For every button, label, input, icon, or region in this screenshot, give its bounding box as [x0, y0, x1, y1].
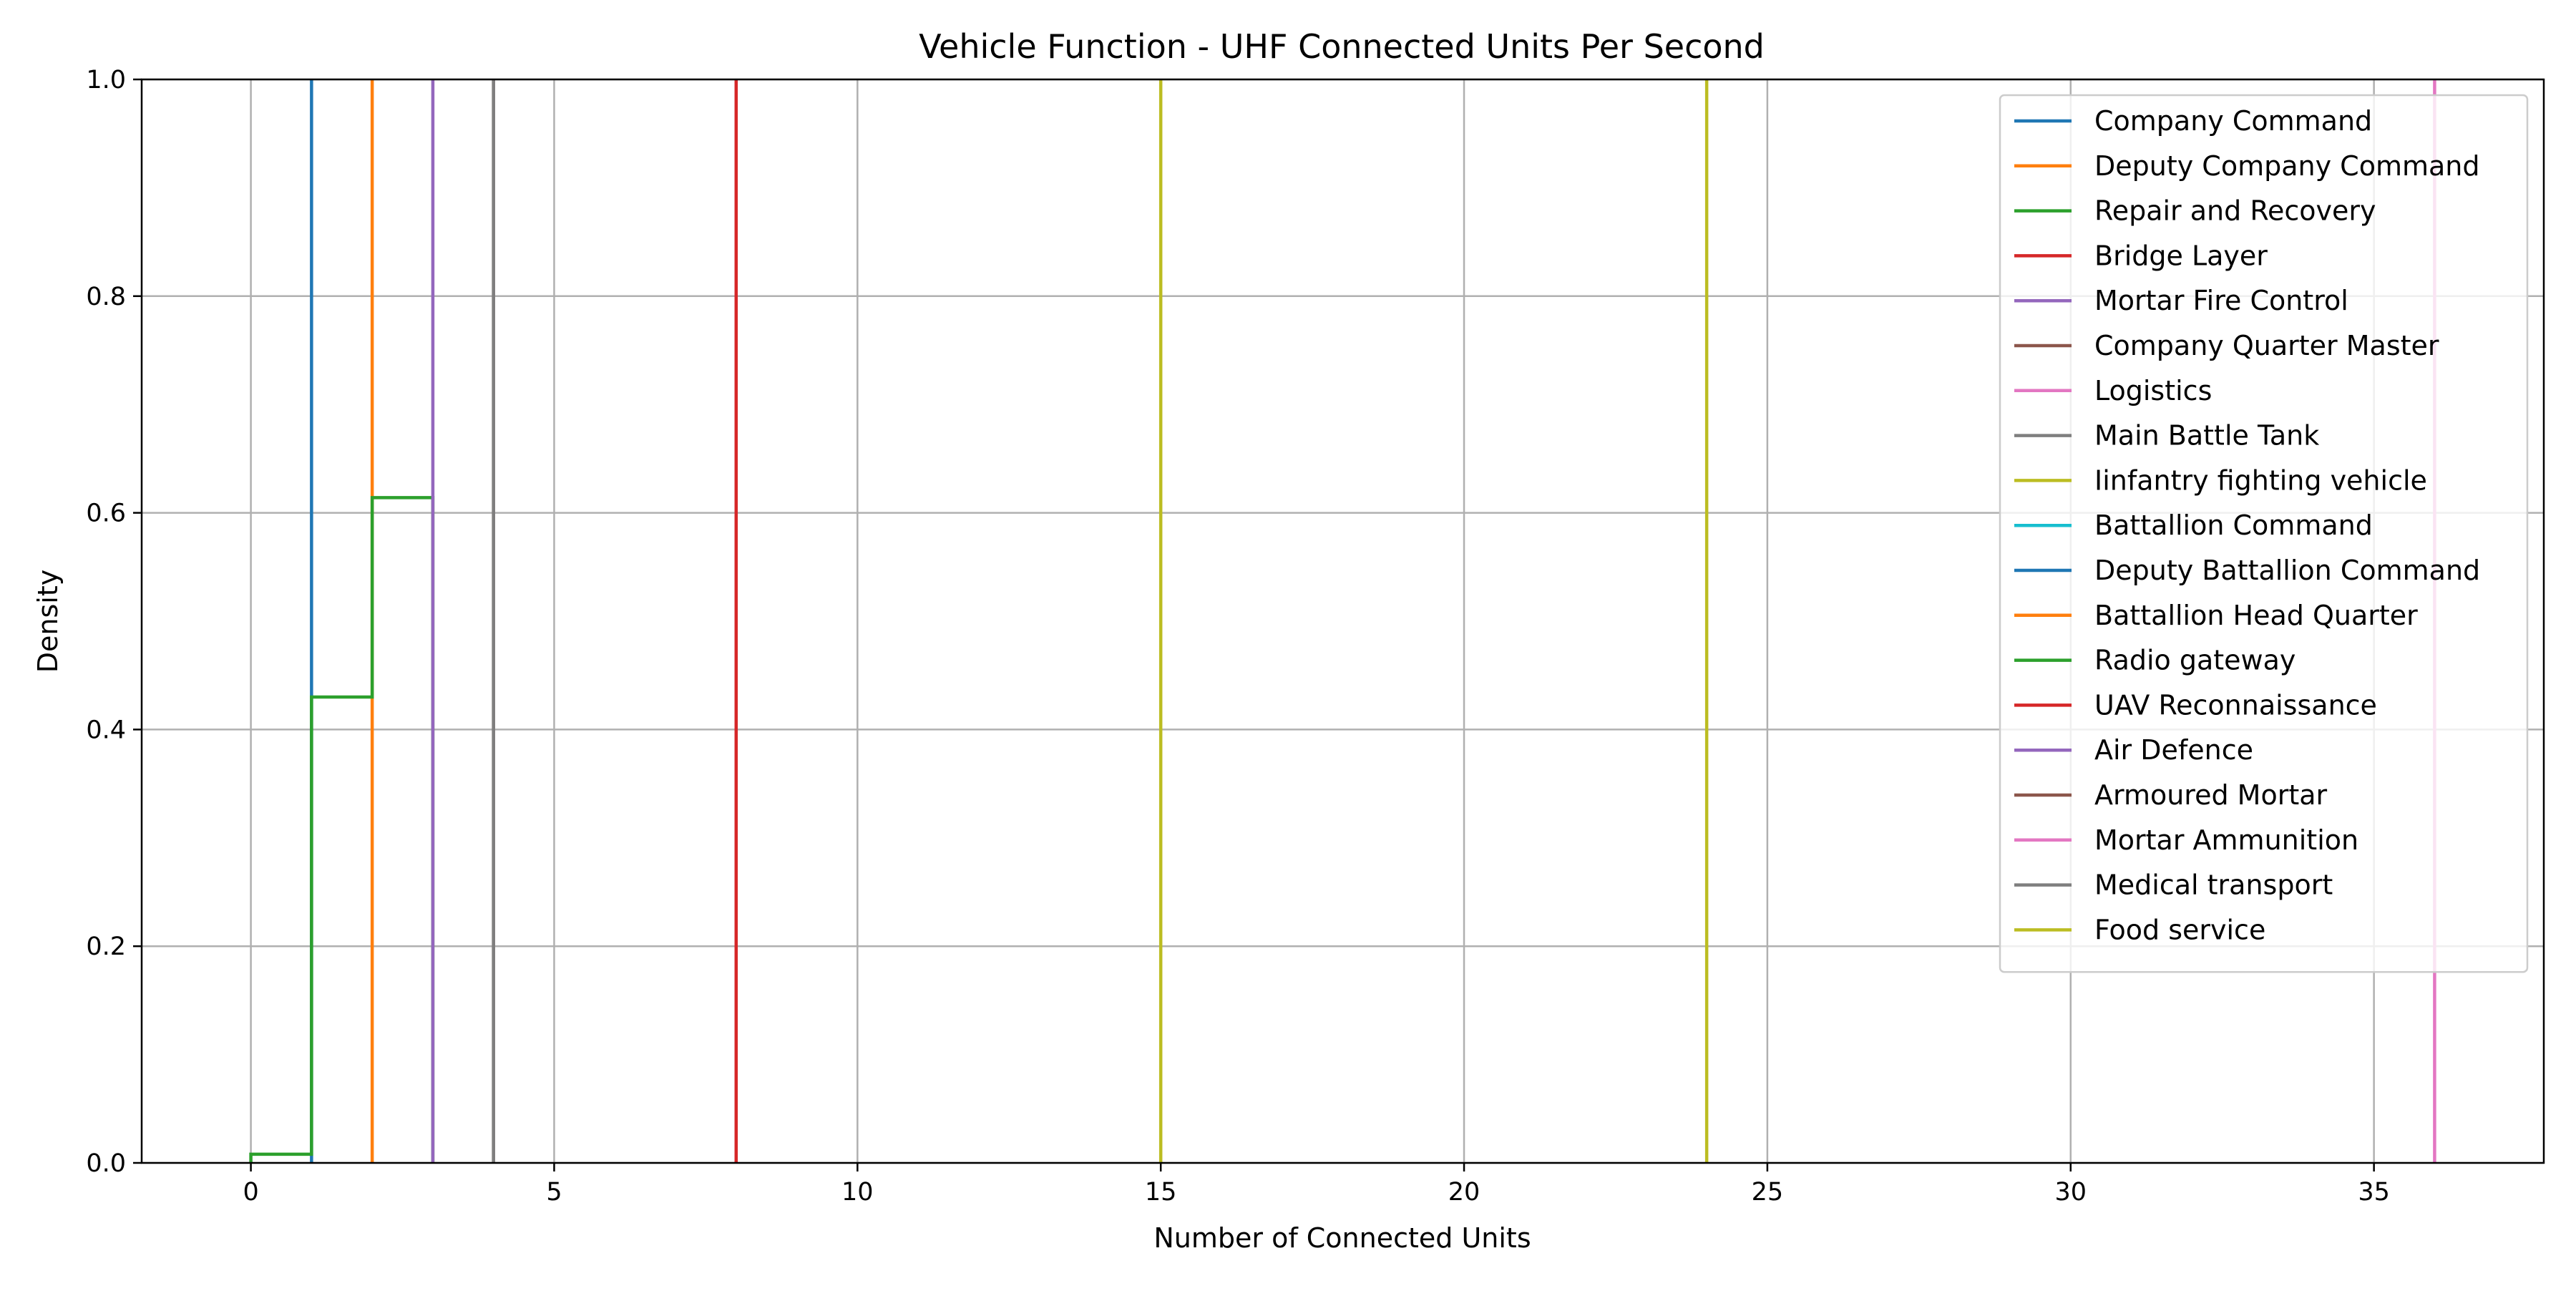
legend-entry-label: Main Battle Tank: [2094, 420, 2319, 452]
legend-entry-label: Radio gateway: [2094, 645, 2296, 676]
x-tick-label: 25: [1752, 1178, 1784, 1207]
legend-entry-label: Repair and Recovery: [2094, 195, 2376, 227]
series-line-repair-and-recovery: [249, 496, 435, 1163]
legend-entry-label: Armoured Mortar: [2094, 779, 2328, 811]
x-tick-label: 5: [546, 1178, 562, 1207]
y-tick-label: 0.0: [86, 1149, 126, 1178]
x-tick-label: 15: [1145, 1178, 1177, 1207]
legend-entry-label: Battallion Head Quarter: [2094, 600, 2418, 631]
legend-entry-label: Bridge Layer: [2094, 240, 2268, 271]
legend-entry-label: Logistics: [2094, 375, 2212, 406]
chart-title: Vehicle Function - UHF Connected Units P…: [919, 27, 1765, 66]
y-tick-label: 0.4: [86, 716, 126, 744]
y-tick-label: 0.8: [86, 283, 126, 311]
legend-entry-label: Company Command: [2094, 105, 2372, 137]
y-tick-label: 0.6: [86, 500, 126, 528]
legend-entry-label: Food service: [2094, 914, 2265, 945]
plot-area-frame: [140, 78, 2545, 1164]
x-tick-label: 30: [2054, 1178, 2087, 1207]
legend-entry-label: Iinfantry fighting vehicle: [2094, 464, 2427, 496]
legend-entry-label: Company Quarter Master: [2094, 330, 2439, 361]
y-tick-label: 1.0: [86, 66, 126, 94]
legend-entry-label: UAV Reconnaissance: [2094, 689, 2377, 721]
y-axis-label: Density: [32, 570, 64, 673]
y-tick-label: 0.2: [86, 932, 126, 961]
legend-entry-label: Mortar Ammunition: [2094, 824, 2358, 856]
legend-entry-label: Air Defence: [2094, 734, 2253, 766]
x-tick-label: 10: [841, 1178, 874, 1207]
legend-entry-label: Medical transport: [2094, 869, 2333, 901]
x-axis-label: Number of Connected Units: [1153, 1222, 1531, 1254]
legend-box: [1999, 94, 2529, 973]
axes: 0 5 10 15 20 25 30 35 0.0 0.2 0.4 0.6 0.8 1.0: [86, 66, 2390, 1207]
x-tick-label: 0: [243, 1178, 258, 1207]
plot-series: [249, 79, 2436, 1163]
legend-entry-label: Mortar Fire Control: [2094, 285, 2348, 316]
legend: Company Command Deputy Company Command Rep…: [1999, 94, 2529, 973]
x-tick-label: 35: [2358, 1178, 2390, 1207]
legend-entry-label: Deputy Battallion Command: [2094, 555, 2480, 586]
legend-entry-label: Deputy Company Command: [2094, 150, 2479, 182]
legend-entry-label: Battallion Command: [2094, 510, 2373, 541]
x-tick-label: 20: [1448, 1178, 1480, 1207]
